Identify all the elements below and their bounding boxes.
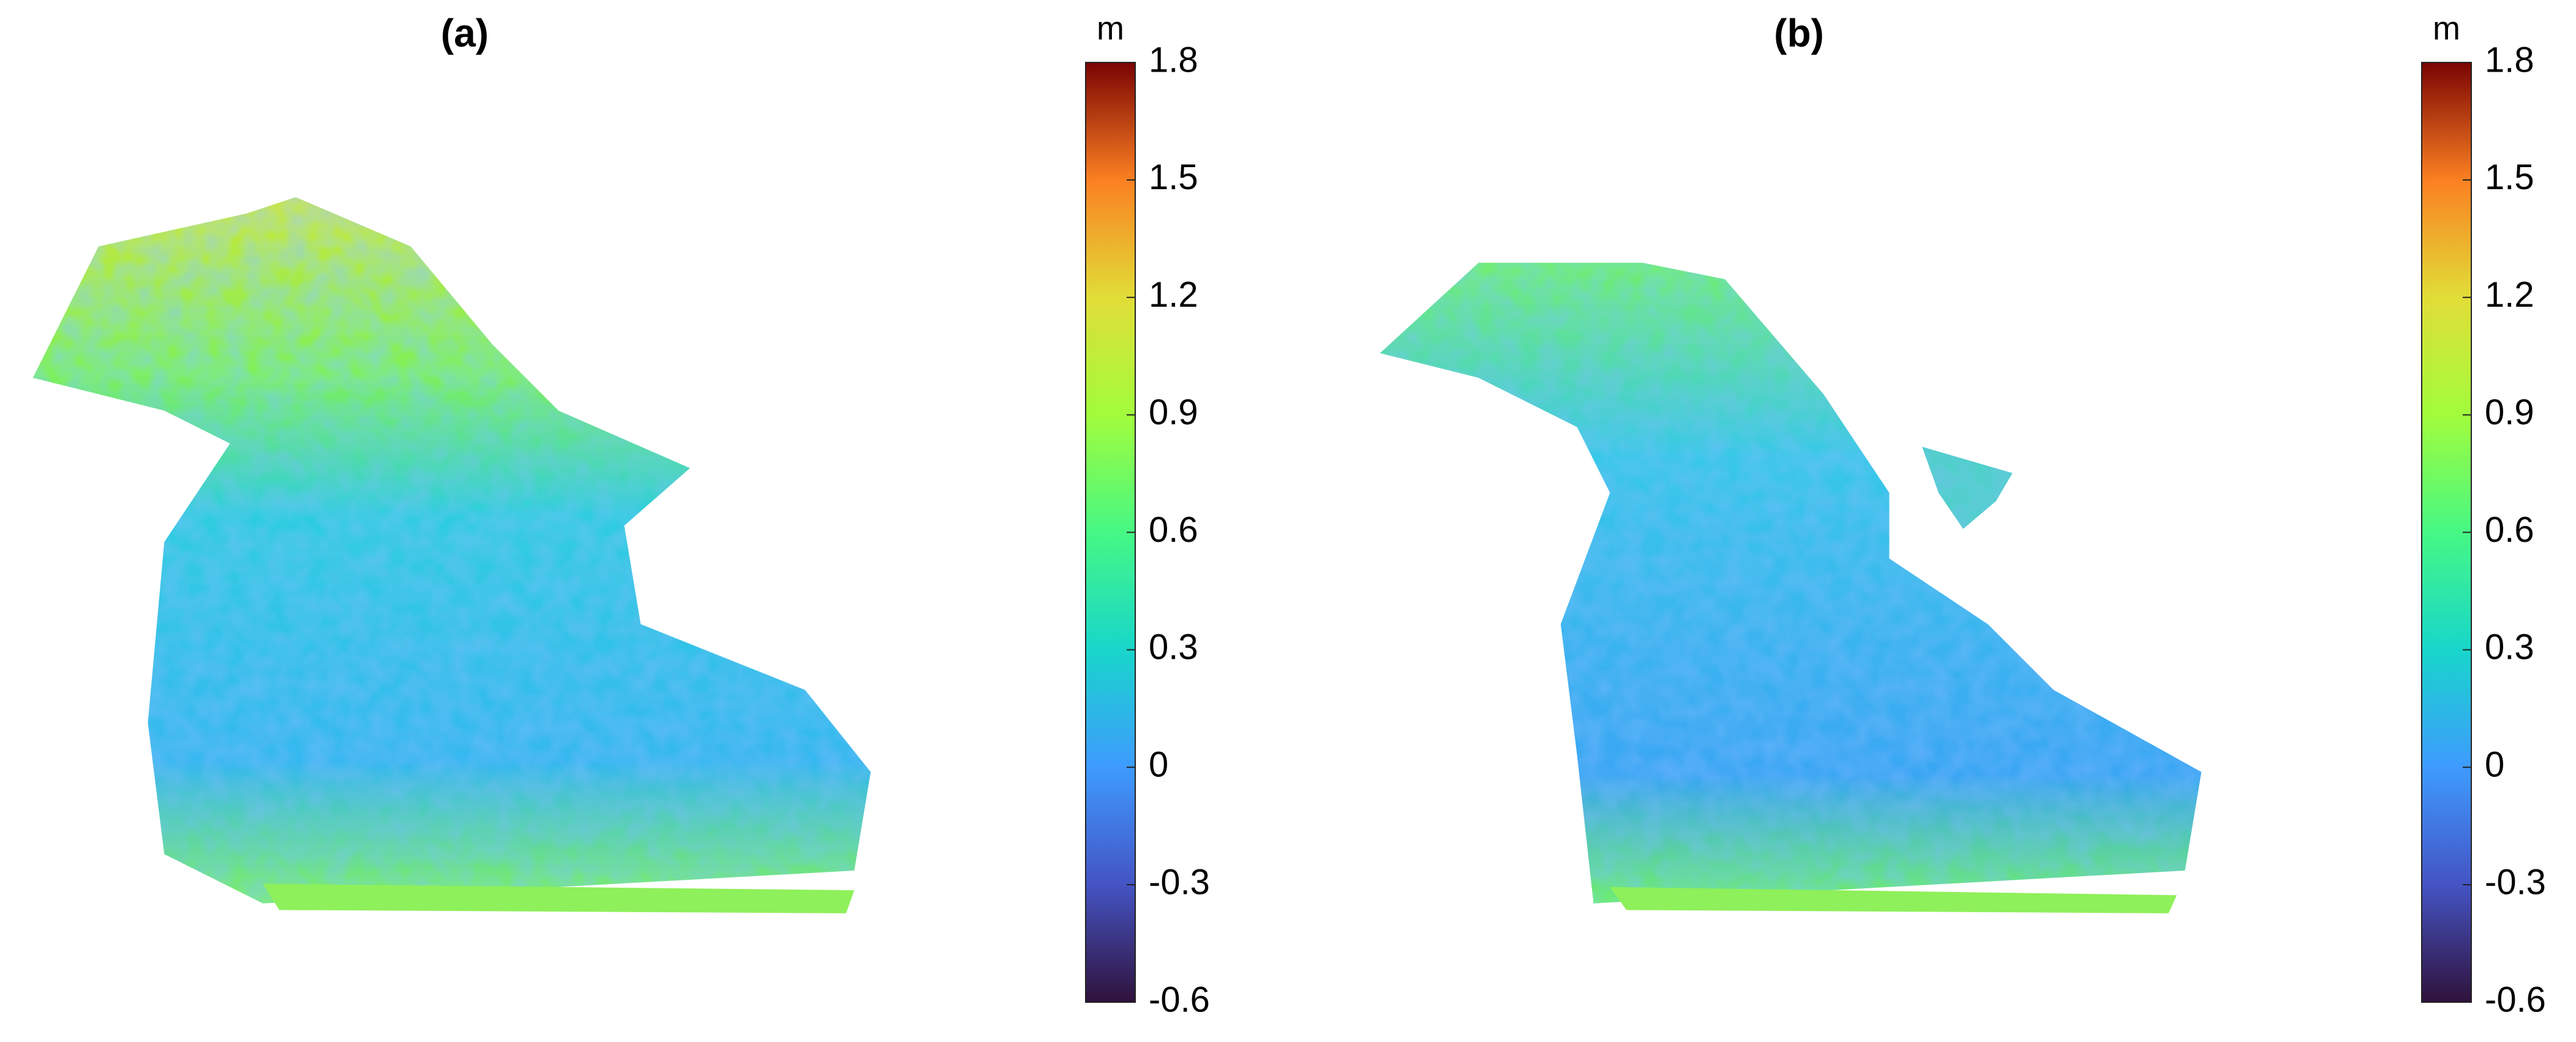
colorbar-tick-label: 0.6	[2485, 510, 2534, 550]
point-cloud-a	[32, 197, 871, 904]
colorbar-tick-label: 1.2	[2485, 275, 2534, 315]
panel-title: (a)	[441, 11, 489, 55]
colorbar-tick-label: -0.6	[2485, 980, 2546, 1019]
colorbar-label: m	[2433, 10, 2460, 47]
point-cloud-b	[1380, 263, 2202, 904]
colorbar-label: m	[1097, 10, 1124, 47]
colorbar-tick-label: 1.8	[2485, 40, 2534, 80]
point-cloud-b-island	[1922, 446, 2013, 529]
colorbar-tick-label: 1.2	[1149, 275, 1198, 315]
colorbar-tick-label: 0	[2485, 745, 2504, 785]
colorbar-tick-label: 0	[1149, 745, 1168, 785]
colorbar-tick-label: -0.6	[1149, 980, 1210, 1019]
colorbar-tick-label: 0.3	[2485, 628, 2534, 667]
point-cloud-a-ground	[263, 883, 855, 913]
colorbar-tick-label: -0.3	[1149, 862, 1210, 902]
point-cloud-b-ground	[1610, 886, 2177, 913]
point-clouds	[32, 197, 2202, 913]
colorbar-tick-label: 0.6	[1149, 510, 1198, 550]
colorbar-tick-label: -0.3	[2485, 862, 2546, 902]
colorbar-tick-label: 0.9	[2485, 392, 2534, 432]
colorbar-tick-label: 0.9	[1149, 392, 1198, 432]
colorbar-tick-label: 0.3	[1149, 628, 1198, 667]
panel-title: (b)	[1774, 11, 1824, 55]
colorbar-tick-label: 1.8	[1149, 40, 1198, 80]
colorbar-tick-label: 1.5	[2485, 157, 2534, 197]
colorbar-tick-label: 1.5	[1149, 157, 1198, 197]
